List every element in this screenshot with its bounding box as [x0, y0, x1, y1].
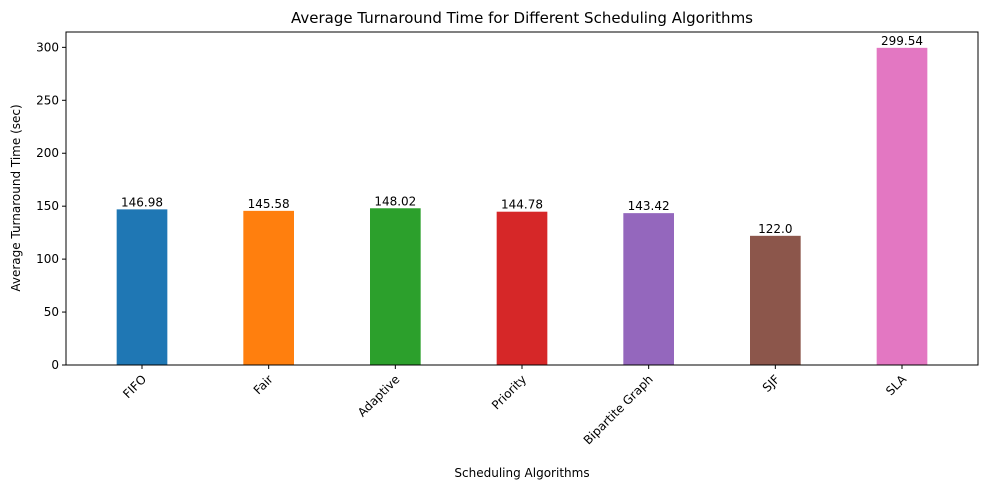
bar-fifo	[116, 209, 168, 365]
y-axis: 0 50 100 150 200 250 300	[36, 40, 66, 372]
value-label: 143.42	[628, 199, 670, 213]
bar-bipartite-graph	[623, 213, 674, 365]
value-label: 122.0	[758, 222, 792, 236]
y-axis-label: Average Turnaround Time (sec)	[9, 104, 23, 291]
bar-fair	[243, 210, 294, 365]
bar-sla	[876, 47, 928, 366]
x-tick-label: Priority	[489, 372, 529, 412]
y-tick-label: 300	[36, 40, 59, 54]
x-tick-label: FIFO	[120, 372, 149, 401]
value-label: 146.98	[121, 195, 163, 209]
value-label: 145.58	[248, 197, 290, 211]
x-tick-label: SLA	[883, 372, 910, 399]
x-tick-label: Bipartite Graph	[581, 372, 656, 447]
value-label: 148.02	[374, 194, 416, 208]
y-tick-label: 0	[51, 358, 59, 372]
x-tick-label: Adaptive	[355, 372, 402, 419]
y-tick-label: 200	[36, 146, 59, 160]
x-tick-label: Fair	[251, 372, 276, 397]
y-tick-label: 250	[36, 93, 59, 107]
x-axis: FIFO Fair Adaptive Priority Bipartite Graph S…	[120, 365, 910, 447]
chart-title: Average Turnaround Time for Different Sc…	[291, 9, 753, 27]
y-tick-label: 50	[44, 305, 59, 319]
bar-sjf	[750, 235, 801, 365]
bar-adaptive	[370, 208, 421, 365]
x-tick-label: SJF	[760, 372, 783, 395]
value-label: 144.78	[501, 198, 543, 212]
y-tick-label: 100	[36, 252, 59, 266]
value-labels-group: 146.98 145.58 148.02 144.78 143.42 122.0 299.5…	[121, 34, 923, 236]
y-tick-label: 150	[36, 199, 59, 213]
plot-frame	[65, 31, 979, 366]
bar-priority	[496, 211, 548, 365]
bars-group	[116, 47, 928, 366]
x-axis-label: Scheduling Algorithms	[454, 466, 589, 480]
value-label: 299.54	[881, 34, 923, 48]
